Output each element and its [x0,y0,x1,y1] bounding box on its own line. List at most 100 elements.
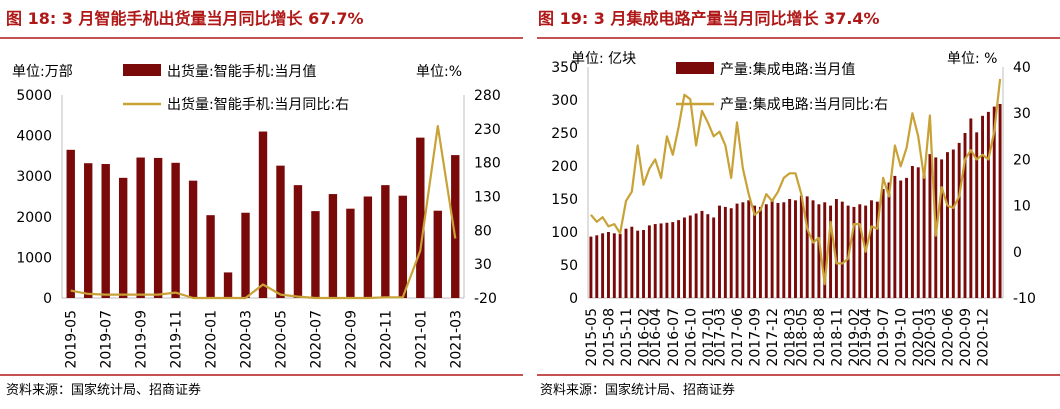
bar [136,157,145,298]
bar [451,155,460,298]
bar [700,210,704,298]
x-tick-label: 2020-11 [378,310,394,369]
bar [653,224,657,298]
bar [665,222,669,298]
x-tick-label: 2016-02 [637,308,653,367]
bar [688,215,692,298]
y-right-tick-label: 80 [474,223,492,239]
legend-line-label: 出货量:智能手机:当月同比:右 [167,96,349,113]
bar [682,217,686,298]
bar [84,163,93,298]
x-tick-label: 2015-08 [601,308,617,367]
x-tick-label: 2017-09 [748,308,764,367]
bar [659,223,663,298]
bar [893,175,897,298]
y-left-tick-label: 1000 [16,250,52,266]
bar [694,213,698,298]
bar [206,215,215,298]
bar [171,162,180,298]
bar [101,164,110,298]
bar [951,149,955,298]
bar [946,152,949,298]
bar [799,195,803,298]
x-tick-label: 2015-05 [584,308,600,367]
x-tick-label: 2020-05 [273,310,289,369]
bar [276,165,285,298]
x-tick-label: 2020-06 [940,308,956,367]
bar [258,131,268,298]
bar [718,205,721,298]
source-note: 资料来源：国家统计局、招商证券 [6,382,201,398]
bar [957,142,961,298]
bar [66,149,75,298]
x-ticks: 2019-05 2019-07 2019-09 2019-11 2020-01 2020-… [64,310,465,369]
line-series [70,124,457,300]
right-unit-label: 单位:% [416,64,462,80]
legend-bar-swatch [676,62,714,74]
bar [910,166,914,298]
bar [928,154,932,298]
figure-18-title: 图 18: 3 月智能手机出货量当月同比增长 67.7% [6,9,364,28]
x-tick-label: 2019-02 [847,308,863,367]
y-right-tick-label: 280 [474,88,501,104]
bar [706,214,710,298]
bar [782,202,786,298]
x-tick-label: 2016-07 [666,308,682,367]
bar [899,180,903,298]
x-tick-label: 2020-01 [204,310,220,369]
y-left-tick-label: 0 [43,291,52,307]
y-right-tick-label: 40 [1013,60,1031,76]
bar [794,200,797,298]
figure-19: 图 19: 3 月集成电路产量当月同比增长 37.4% 单位: 亿块 单位: %… [537,9,1060,398]
left-unit-label: 单位: 亿块 [571,51,636,67]
bar [606,232,610,298]
line-series [590,78,1002,286]
x-tick-label: 2020-09 [343,310,359,369]
bar [612,233,616,298]
y-left-tick-label: 200 [551,159,578,175]
bar [601,233,605,298]
bar [433,210,442,298]
y-right-tick-label: 0 [1013,245,1022,261]
bar [241,212,250,298]
bar [764,204,768,298]
y-right-tick-label: -20 [474,291,497,307]
bar [875,201,879,298]
x-tick-label: 2016-10 [683,308,699,367]
y-left-tick-label: 150 [551,192,578,208]
bar [969,118,973,298]
x-tick-label: 2019-07 [876,308,892,367]
bar [741,202,745,298]
y-right-tick-label: 180 [474,156,501,172]
x-tick-label: 2020-03 [923,308,939,367]
bar-series [66,131,460,298]
bar [829,205,833,298]
bar [416,137,425,298]
bar [986,111,990,298]
bar [846,205,850,298]
y-right-tick-label: -10 [1013,291,1036,307]
bar [998,103,1002,299]
x-tick-label: 2017-06 [730,308,746,367]
bar [870,200,873,298]
left-unit-label: 单位:万部 [12,64,73,80]
x-tick-label: 2019-07 [99,310,115,369]
bar [770,199,774,298]
figure-18: 图 18: 3 月智能手机出货量当月同比增长 67.7% 单位:万部 单位:% … [0,9,523,398]
bar [328,194,338,298]
bar [293,185,303,298]
y-left-tick-label: 300 [551,93,578,109]
x-tick-label: 2019-09 [134,310,150,369]
bar [223,272,233,298]
bar [992,106,996,298]
y-left-tick-label: 3000 [16,169,52,185]
bar [922,172,926,298]
bar [823,202,827,298]
bar [811,200,815,298]
x-tick-label: 2015-11 [619,308,635,367]
legend-line-label: 产量:集成电路:当月同比:右 [720,96,888,113]
bar [840,201,844,298]
bar [905,177,909,298]
bar-series [589,103,1002,299]
